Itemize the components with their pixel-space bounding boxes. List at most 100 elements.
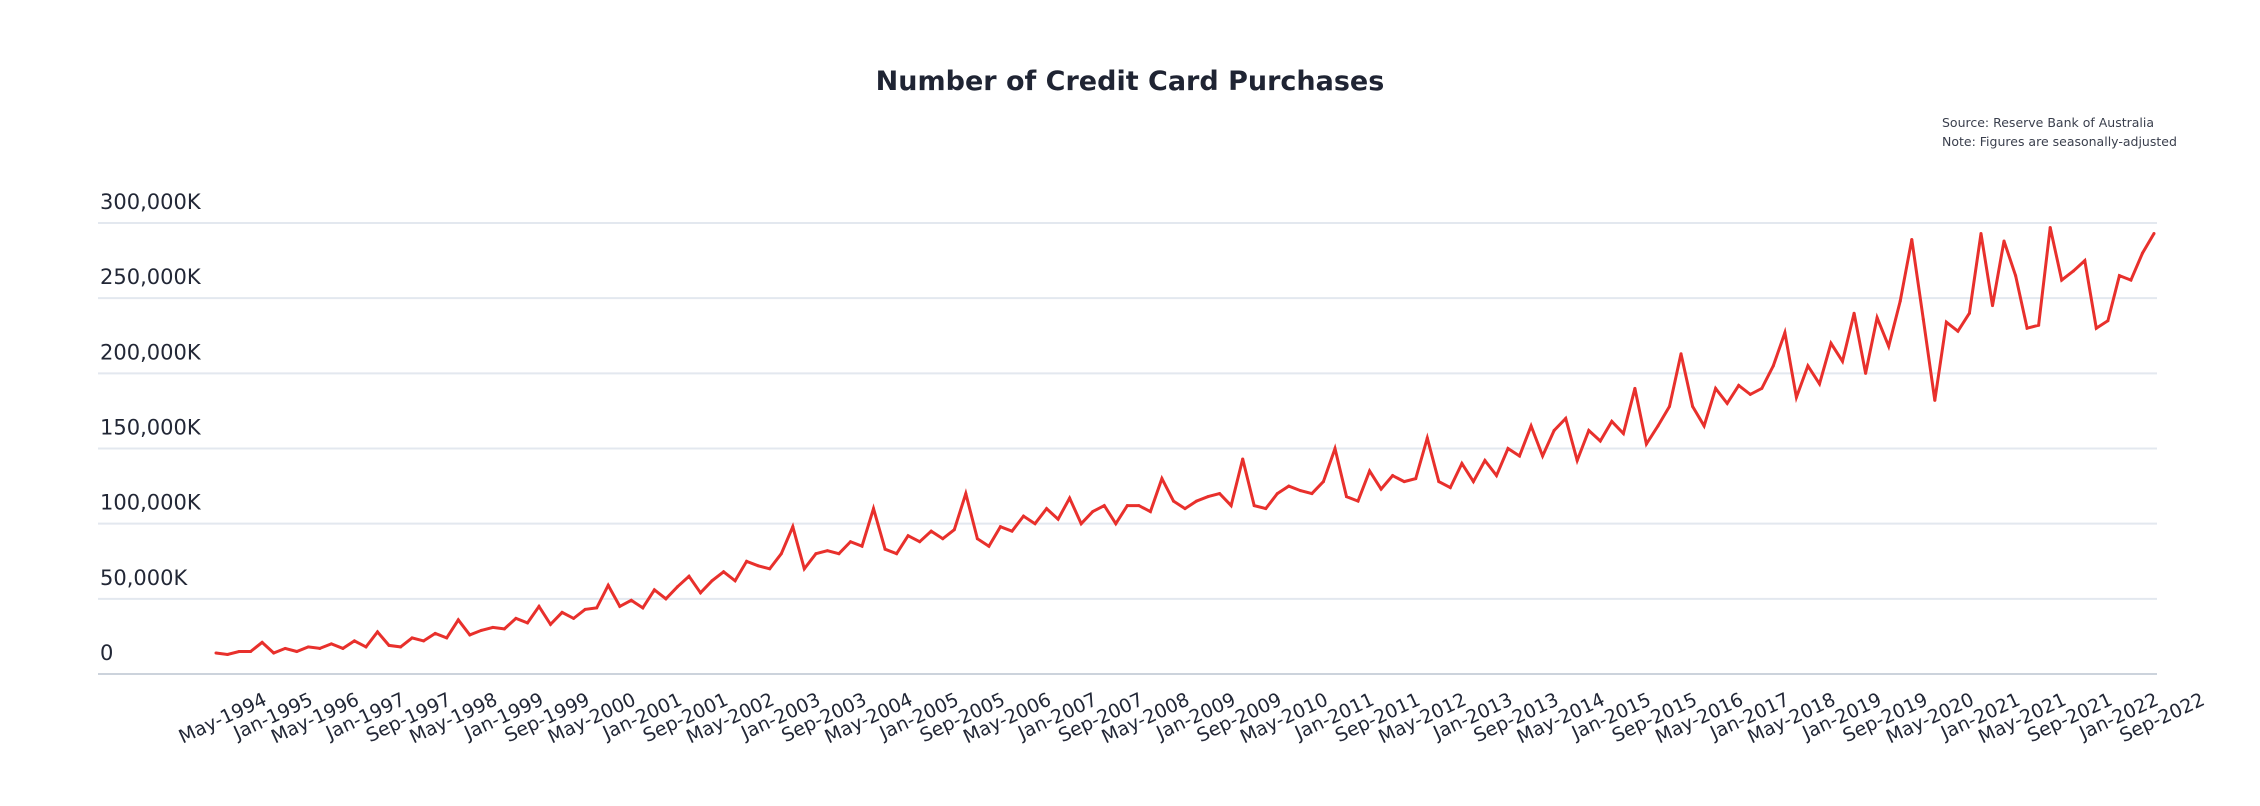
data-point	[583, 607, 587, 611]
data-point	[237, 649, 241, 653]
data-point	[1944, 320, 1948, 324]
data-point	[745, 559, 749, 563]
data-point	[1656, 424, 1660, 428]
data-point	[1068, 496, 1072, 500]
data-point	[1956, 329, 1960, 333]
data-point	[2037, 323, 2041, 327]
data-point	[1633, 386, 1637, 390]
data-point	[848, 540, 852, 544]
data-point	[1310, 492, 1314, 496]
data-point	[364, 645, 368, 649]
data-point	[376, 630, 379, 634]
data-point	[1725, 401, 1729, 405]
data-point	[629, 598, 633, 602]
data-point	[1321, 480, 1325, 484]
y-tick-label: 50,000K	[100, 566, 188, 590]
data-point	[1045, 507, 1049, 511]
data-point	[872, 507, 876, 511]
data-point	[1206, 495, 1210, 499]
data-point	[710, 579, 714, 583]
data-point	[814, 552, 818, 556]
data-point	[1125, 504, 1129, 508]
data-point	[387, 643, 391, 647]
data-point	[399, 645, 403, 649]
data-point	[1979, 232, 1983, 236]
data-point	[722, 570, 726, 574]
y-tick-label: 250,000K	[100, 265, 202, 289]
data-point	[1022, 514, 1025, 518]
data-point	[2129, 278, 2133, 282]
data-point	[2094, 326, 2098, 330]
data-point	[1541, 454, 1545, 458]
data-point	[837, 552, 841, 556]
series-line	[215, 227, 2156, 657]
data-point	[1010, 529, 1014, 533]
data-point	[468, 633, 472, 637]
data-point	[1241, 457, 1245, 461]
data-point	[1771, 364, 1775, 368]
data-point	[214, 651, 218, 655]
data-point	[987, 544, 991, 548]
data-point	[952, 528, 956, 532]
data-point	[1898, 299, 1902, 303]
data-point	[895, 552, 899, 556]
data-point	[1148, 510, 1152, 514]
data-point	[410, 636, 414, 640]
data-point	[1483, 459, 1487, 463]
data-point	[1621, 431, 1625, 435]
data-point	[572, 616, 576, 620]
data-point	[295, 649, 299, 653]
data-point	[595, 606, 599, 610]
data-point	[422, 639, 426, 643]
x-axis: May-1994Jan-1995May-1996Jan-1997Sep-1997…	[175, 689, 2208, 749]
data-point	[1448, 486, 1452, 490]
data-point	[525, 621, 529, 625]
data-point	[1817, 382, 1821, 386]
data-point	[1875, 316, 1879, 320]
data-point	[445, 636, 449, 640]
data-point	[537, 604, 541, 608]
data-point	[502, 627, 506, 631]
data-point	[1644, 442, 1648, 446]
data-point	[1114, 522, 1118, 526]
data-point	[975, 537, 979, 541]
data-point	[964, 492, 968, 496]
data-point	[318, 646, 322, 650]
data-point	[1760, 386, 1764, 390]
data-point	[1183, 507, 1187, 511]
data-point	[549, 622, 553, 626]
data-point	[2106, 319, 2110, 323]
data-point	[306, 645, 310, 649]
data-point	[1494, 474, 1498, 478]
data-point	[1137, 504, 1141, 508]
data-point	[1691, 404, 1695, 408]
data-point	[1794, 395, 1798, 399]
data-point	[1287, 484, 1291, 488]
data-point	[1864, 371, 1868, 375]
data-point	[1714, 386, 1718, 390]
data-point	[918, 540, 922, 544]
data-point	[1298, 489, 1302, 493]
data-point	[664, 597, 668, 601]
data-point	[941, 537, 945, 541]
data-point	[226, 652, 230, 656]
data-point	[352, 639, 356, 643]
data-point	[1218, 492, 1222, 496]
data-point	[2140, 251, 2144, 255]
data-point	[1091, 510, 1095, 514]
data-point	[1379, 487, 1383, 491]
data-point	[687, 574, 691, 578]
data-point	[1783, 331, 1787, 335]
y-tick-label: 300,000K	[100, 190, 202, 214]
data-point	[1171, 499, 1175, 503]
data-point	[1195, 499, 1199, 503]
data-point	[2083, 259, 2087, 263]
data-point	[1610, 419, 1614, 423]
data-point	[998, 525, 1002, 529]
data-point	[1921, 317, 1925, 321]
data-point	[1425, 436, 1429, 440]
data-point	[779, 552, 783, 556]
data-point	[1806, 364, 1810, 368]
data-point	[1910, 238, 1914, 242]
